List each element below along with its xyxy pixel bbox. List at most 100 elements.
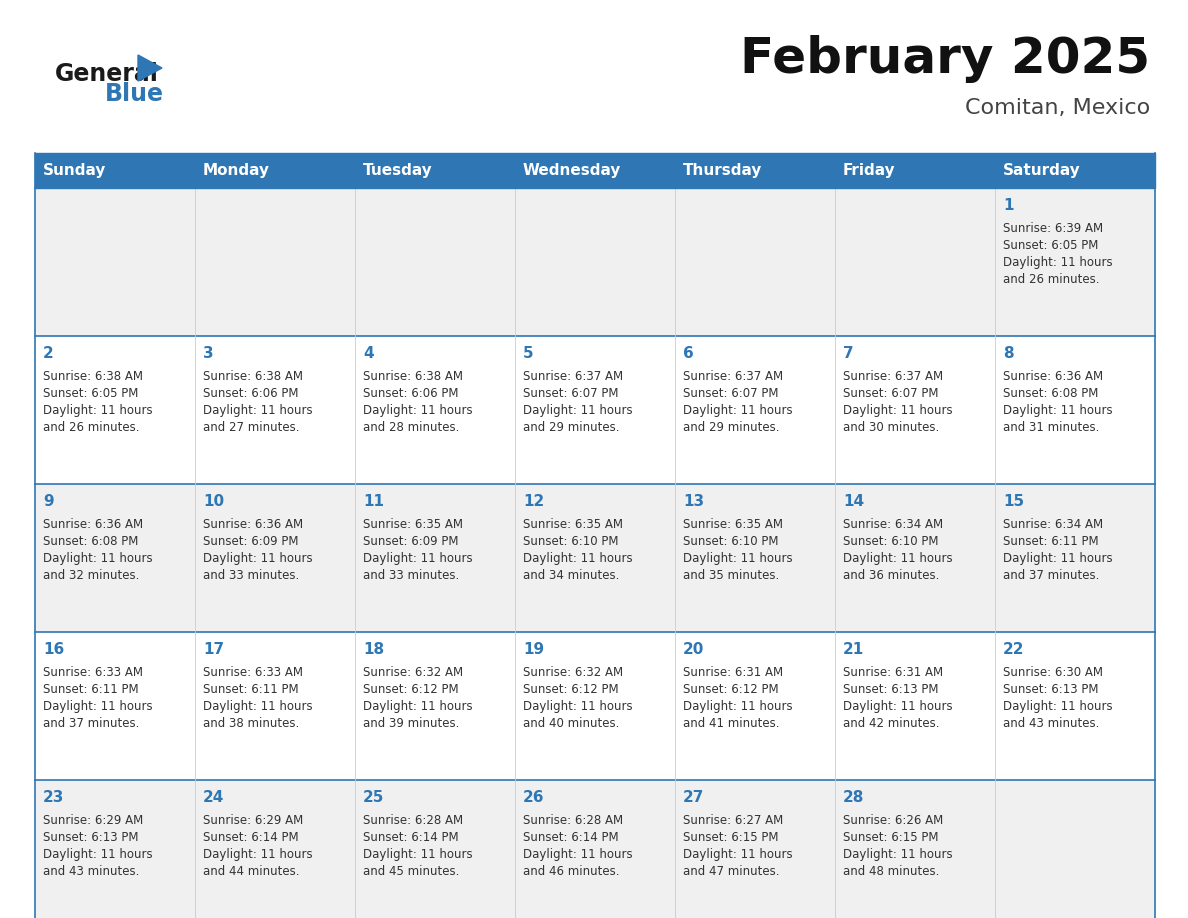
Text: Sunset: 6:13 PM: Sunset: 6:13 PM [43, 831, 139, 844]
Text: 18: 18 [364, 642, 384, 657]
Text: 25: 25 [364, 790, 385, 805]
Text: February 2025: February 2025 [740, 35, 1150, 83]
Text: Thursday: Thursday [683, 163, 763, 178]
Text: Daylight: 11 hours: Daylight: 11 hours [43, 404, 152, 417]
Text: and 38 minutes.: and 38 minutes. [203, 717, 299, 730]
Text: Sunrise: 6:38 AM: Sunrise: 6:38 AM [43, 370, 143, 383]
Text: and 37 minutes.: and 37 minutes. [1003, 569, 1099, 582]
Bar [996, 153, 1155, 188]
Text: and 32 minutes.: and 32 minutes. [43, 569, 139, 582]
Text: and 35 minutes.: and 35 minutes. [683, 569, 779, 582]
Text: 19: 19 [523, 642, 544, 657]
Text: Sunrise: 6:34 AM: Sunrise: 6:34 AM [843, 518, 943, 531]
Text: 1: 1 [1003, 198, 1013, 213]
Text: Daylight: 11 hours: Daylight: 11 hours [364, 552, 473, 565]
Text: Sunset: 6:14 PM: Sunset: 6:14 PM [364, 831, 459, 844]
Text: Daylight: 11 hours: Daylight: 11 hours [203, 404, 312, 417]
Text: Sunrise: 6:29 AM: Sunrise: 6:29 AM [203, 814, 303, 827]
Text: Daylight: 11 hours: Daylight: 11 hours [1003, 404, 1113, 417]
Text: 24: 24 [203, 790, 225, 805]
Text: General: General [55, 62, 159, 86]
Text: Sunset: 6:05 PM: Sunset: 6:05 PM [43, 387, 138, 400]
Text: Sunrise: 6:39 AM: Sunrise: 6:39 AM [1003, 222, 1104, 235]
Text: Monday: Monday [203, 163, 270, 178]
Text: Sunset: 6:14 PM: Sunset: 6:14 PM [203, 831, 298, 844]
Text: and 43 minutes.: and 43 minutes. [1003, 717, 1099, 730]
Text: Sunrise: 6:31 AM: Sunrise: 6:31 AM [683, 666, 783, 679]
Text: Sunrise: 6:32 AM: Sunrise: 6:32 AM [364, 666, 463, 679]
Text: Sunrise: 6:31 AM: Sunrise: 6:31 AM [843, 666, 943, 679]
Bar [34, 153, 1155, 188]
Text: 5: 5 [523, 346, 533, 361]
Text: Daylight: 11 hours: Daylight: 11 hours [523, 848, 633, 861]
Text: Sunset: 6:08 PM: Sunset: 6:08 PM [43, 535, 138, 548]
Text: and 39 minutes.: and 39 minutes. [364, 717, 460, 730]
Text: and 43 minutes.: and 43 minutes. [43, 865, 139, 878]
Text: Sunset: 6:06 PM: Sunset: 6:06 PM [203, 387, 298, 400]
Text: 6: 6 [683, 346, 694, 361]
Text: Comitan, Mexico: Comitan, Mexico [965, 98, 1150, 118]
Text: 7: 7 [843, 346, 854, 361]
Text: and 44 minutes.: and 44 minutes. [203, 865, 299, 878]
Text: 13: 13 [683, 494, 704, 509]
Text: and 27 minutes.: and 27 minutes. [203, 421, 299, 434]
Text: Sunday: Sunday [43, 163, 107, 178]
Text: Daylight: 11 hours: Daylight: 11 hours [683, 552, 792, 565]
Text: Tuesday: Tuesday [364, 163, 432, 178]
Bar [34, 188, 1155, 336]
Text: Sunset: 6:07 PM: Sunset: 6:07 PM [523, 387, 619, 400]
Text: 12: 12 [523, 494, 544, 509]
Text: Wednesday: Wednesday [523, 163, 621, 178]
Text: Daylight: 11 hours: Daylight: 11 hours [523, 700, 633, 713]
Text: Sunset: 6:10 PM: Sunset: 6:10 PM [523, 535, 619, 548]
Text: Daylight: 11 hours: Daylight: 11 hours [203, 700, 312, 713]
Text: Sunrise: 6:35 AM: Sunrise: 6:35 AM [523, 518, 623, 531]
Text: Sunset: 6:11 PM: Sunset: 6:11 PM [43, 683, 139, 696]
Bar [34, 780, 1155, 918]
Bar [34, 632, 1155, 780]
Text: Daylight: 11 hours: Daylight: 11 hours [1003, 256, 1113, 269]
Text: 4: 4 [364, 346, 373, 361]
Text: Sunrise: 6:37 AM: Sunrise: 6:37 AM [523, 370, 624, 383]
Text: Sunrise: 6:36 AM: Sunrise: 6:36 AM [1003, 370, 1104, 383]
Bar [355, 153, 516, 188]
Text: Sunrise: 6:34 AM: Sunrise: 6:34 AM [1003, 518, 1104, 531]
Text: Daylight: 11 hours: Daylight: 11 hours [843, 552, 953, 565]
Text: and 31 minutes.: and 31 minutes. [1003, 421, 1099, 434]
Text: Sunset: 6:11 PM: Sunset: 6:11 PM [203, 683, 298, 696]
Text: Daylight: 11 hours: Daylight: 11 hours [43, 552, 152, 565]
Text: Daylight: 11 hours: Daylight: 11 hours [843, 700, 953, 713]
Text: and 29 minutes.: and 29 minutes. [683, 421, 779, 434]
Bar [34, 484, 1155, 632]
Text: Sunrise: 6:33 AM: Sunrise: 6:33 AM [43, 666, 143, 679]
Text: Daylight: 11 hours: Daylight: 11 hours [523, 552, 633, 565]
Text: and 41 minutes.: and 41 minutes. [683, 717, 779, 730]
Text: Sunset: 6:15 PM: Sunset: 6:15 PM [843, 831, 939, 844]
Text: and 33 minutes.: and 33 minutes. [364, 569, 460, 582]
Text: and 40 minutes.: and 40 minutes. [523, 717, 619, 730]
Text: and 47 minutes.: and 47 minutes. [683, 865, 779, 878]
Text: and 29 minutes.: and 29 minutes. [523, 421, 619, 434]
Text: Daylight: 11 hours: Daylight: 11 hours [364, 404, 473, 417]
Text: 17: 17 [203, 642, 225, 657]
Text: Sunset: 6:05 PM: Sunset: 6:05 PM [1003, 239, 1099, 252]
Text: Sunrise: 6:36 AM: Sunrise: 6:36 AM [203, 518, 303, 531]
Text: Daylight: 11 hours: Daylight: 11 hours [523, 404, 633, 417]
Text: 14: 14 [843, 494, 864, 509]
Text: Sunset: 6:13 PM: Sunset: 6:13 PM [1003, 683, 1099, 696]
Text: Daylight: 11 hours: Daylight: 11 hours [203, 848, 312, 861]
Text: Sunrise: 6:28 AM: Sunrise: 6:28 AM [523, 814, 624, 827]
Text: and 45 minutes.: and 45 minutes. [364, 865, 460, 878]
Text: Sunset: 6:08 PM: Sunset: 6:08 PM [1003, 387, 1099, 400]
Text: Sunrise: 6:28 AM: Sunrise: 6:28 AM [364, 814, 463, 827]
Text: Daylight: 11 hours: Daylight: 11 hours [43, 700, 152, 713]
Text: Daylight: 11 hours: Daylight: 11 hours [683, 404, 792, 417]
Text: Sunset: 6:10 PM: Sunset: 6:10 PM [683, 535, 778, 548]
Text: Daylight: 11 hours: Daylight: 11 hours [843, 848, 953, 861]
Text: Blue: Blue [105, 82, 164, 106]
Text: 11: 11 [364, 494, 384, 509]
Text: and 34 minutes.: and 34 minutes. [523, 569, 619, 582]
Text: and 26 minutes.: and 26 minutes. [43, 421, 139, 434]
Text: Sunset: 6:11 PM: Sunset: 6:11 PM [1003, 535, 1099, 548]
Text: 28: 28 [843, 790, 865, 805]
